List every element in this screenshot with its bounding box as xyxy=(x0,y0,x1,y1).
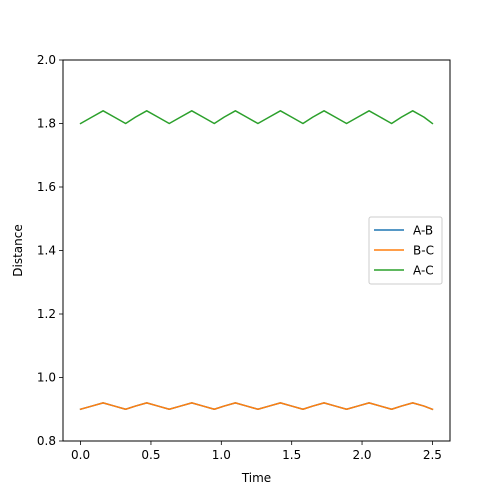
legend-label: B-C xyxy=(413,244,434,258)
y-axis-label: Distance xyxy=(11,224,25,276)
y-tick-label: 1.4 xyxy=(37,244,56,258)
legend-frame xyxy=(368,216,443,285)
plot-frame xyxy=(62,59,451,442)
legend-items: A-B B-C A-C xyxy=(374,224,434,278)
y-tick-label: 1.8 xyxy=(37,117,56,131)
y-tick-label: 1.6 xyxy=(37,180,56,194)
x-tick-label: 1.0 xyxy=(212,448,231,462)
series-layer xyxy=(79,110,434,411)
y-tick-label: 0.8 xyxy=(37,434,56,448)
series-line-1 xyxy=(79,402,434,411)
x-tick-label: 2.0 xyxy=(352,448,371,462)
series-line-2 xyxy=(79,110,434,125)
y-axis-ticks: 0.8 1.0 1.2 1.4 1.6 1.8 2.0 xyxy=(37,53,63,448)
x-tick-label: 2.5 xyxy=(423,448,442,462)
x-tick-label: 0.0 xyxy=(71,448,90,462)
x-tick-label: 0.5 xyxy=(141,448,160,462)
legend-label: A-B xyxy=(413,224,433,238)
x-tick-label: 1.5 xyxy=(282,448,301,462)
x-axis-ticks: 0.0 0.5 1.0 1.5 2.0 2.5 xyxy=(71,441,442,462)
legend: A-B B-C A-C xyxy=(368,216,443,285)
y-tick-label: 2.0 xyxy=(37,53,56,67)
legend-label: A-C xyxy=(413,264,434,278)
y-tick-label: 1.0 xyxy=(37,371,56,385)
x-axis-label: Time xyxy=(241,471,271,485)
y-tick-label: 1.2 xyxy=(37,307,56,321)
